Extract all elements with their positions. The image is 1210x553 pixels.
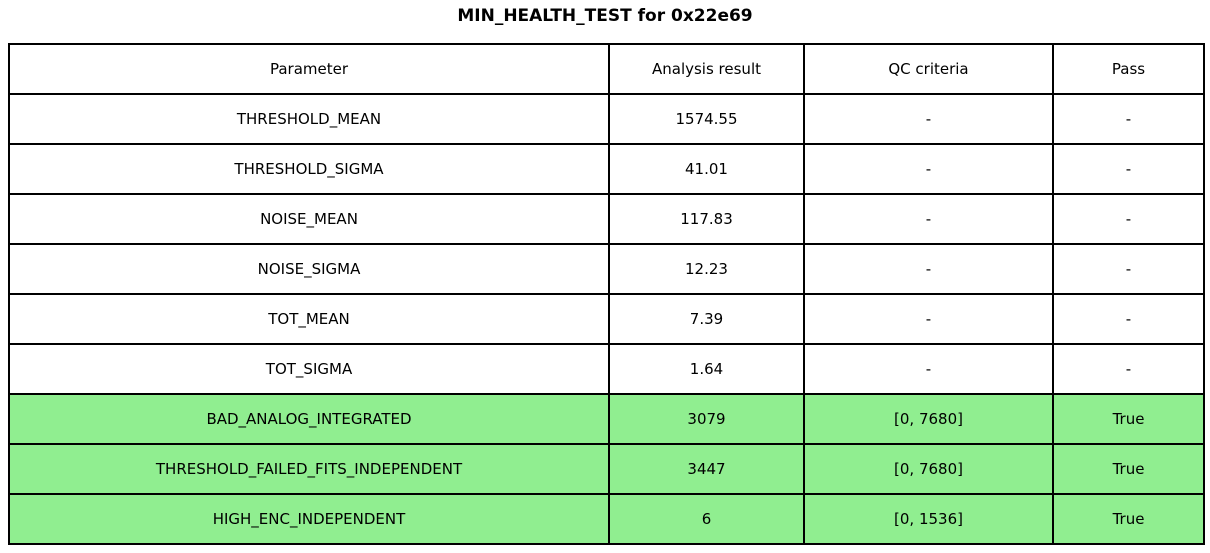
column-header-pass: Pass bbox=[1052, 43, 1205, 95]
cell-qc-criteria: - bbox=[803, 243, 1054, 295]
cell-parameter: TOT_SIGMA bbox=[8, 343, 610, 395]
cell-qc-criteria: - bbox=[803, 343, 1054, 395]
table-row: THRESHOLD_SIGMA 41.01- - bbox=[8, 143, 1205, 195]
cell-analysis-result: 1574.55 bbox=[608, 93, 805, 145]
cell-parameter: THRESHOLD_SIGMA bbox=[8, 143, 610, 195]
cell-pass: - bbox=[1052, 343, 1205, 395]
cell-analysis-result: 41.01 bbox=[608, 143, 805, 195]
cell-analysis-result: 3447 bbox=[608, 443, 805, 495]
table-body: THRESHOLD_MEAN 1574.55- - THRESHOLD_SIGMA 41… bbox=[8, 93, 1205, 545]
column-header-analysis-result: Analysis result bbox=[608, 43, 805, 95]
cell-analysis-result: 3079 bbox=[608, 393, 805, 445]
table-row: THRESHOLD_MEAN 1574.55- - bbox=[8, 93, 1205, 145]
table-row: TOT_MEAN 7.39- - bbox=[8, 293, 1205, 345]
cell-parameter: THRESHOLD_MEAN bbox=[8, 93, 610, 145]
cell-qc-criteria: [0, 7680] bbox=[803, 443, 1054, 495]
cell-analysis-result: 1.64 bbox=[608, 343, 805, 395]
cell-parameter: BAD_ANALOG_INTEGRATED bbox=[8, 393, 610, 445]
cell-parameter: NOISE_SIGMA bbox=[8, 243, 610, 295]
table-row: NOISE_MEAN 117.83- - bbox=[8, 193, 1205, 245]
cell-pass: True bbox=[1052, 443, 1205, 495]
cell-qc-criteria: - bbox=[803, 193, 1054, 245]
cell-pass: True bbox=[1052, 393, 1205, 445]
table-row: TOT_SIGMA 1.64- - bbox=[8, 343, 1205, 395]
cell-pass: - bbox=[1052, 193, 1205, 245]
cell-qc-criteria: [0, 1536] bbox=[803, 493, 1054, 545]
table-row: THRESHOLD_FAILED_FITS_INDEPENDENT 3447 [0,… bbox=[8, 443, 1205, 495]
cell-parameter: THRESHOLD_FAILED_FITS_INDEPENDENT bbox=[8, 443, 610, 495]
cell-qc-criteria: - bbox=[803, 93, 1054, 145]
column-header-qc-criteria: QC criteria bbox=[803, 43, 1054, 95]
cell-pass: - bbox=[1052, 293, 1205, 345]
cell-parameter: TOT_MEAN bbox=[8, 293, 610, 345]
cell-analysis-result: 12.23 bbox=[608, 243, 805, 295]
qc-results-table: Parameter Analysis result QC criteria Pass … bbox=[8, 43, 1205, 545]
cell-qc-criteria: - bbox=[803, 293, 1054, 345]
table-row: HIGH_ENC_INDEPENDENT 6 [0, 1536] True bbox=[8, 493, 1205, 545]
chart-title: MIN_HEALTH_TEST for 0x22e69 bbox=[457, 6, 753, 26]
cell-parameter: HIGH_ENC_INDEPENDENT bbox=[8, 493, 610, 545]
cell-pass: - bbox=[1052, 243, 1205, 295]
cell-pass: - bbox=[1052, 93, 1205, 145]
table-row: BAD_ANALOG_INTEGRATED 3079 [0, 7680] True bbox=[8, 393, 1205, 445]
table-row: NOISE_SIGMA 12.23- - bbox=[8, 243, 1205, 295]
header-row: Parameter Analysis result QC criteria Pass bbox=[8, 43, 1205, 95]
cell-qc-criteria: [0, 7680] bbox=[803, 393, 1054, 445]
cell-analysis-result: 7.39 bbox=[608, 293, 805, 345]
cell-qc-criteria: - bbox=[803, 143, 1054, 195]
cell-pass: True bbox=[1052, 493, 1205, 545]
cell-analysis-result: 6 bbox=[608, 493, 805, 545]
cell-pass: - bbox=[1052, 143, 1205, 195]
column-header-parameter: Parameter bbox=[8, 43, 610, 95]
cell-analysis-result: 117.83 bbox=[608, 193, 805, 245]
table-header: Parameter Analysis result QC criteria Pass bbox=[8, 43, 1205, 95]
cell-parameter: NOISE_MEAN bbox=[8, 193, 610, 245]
